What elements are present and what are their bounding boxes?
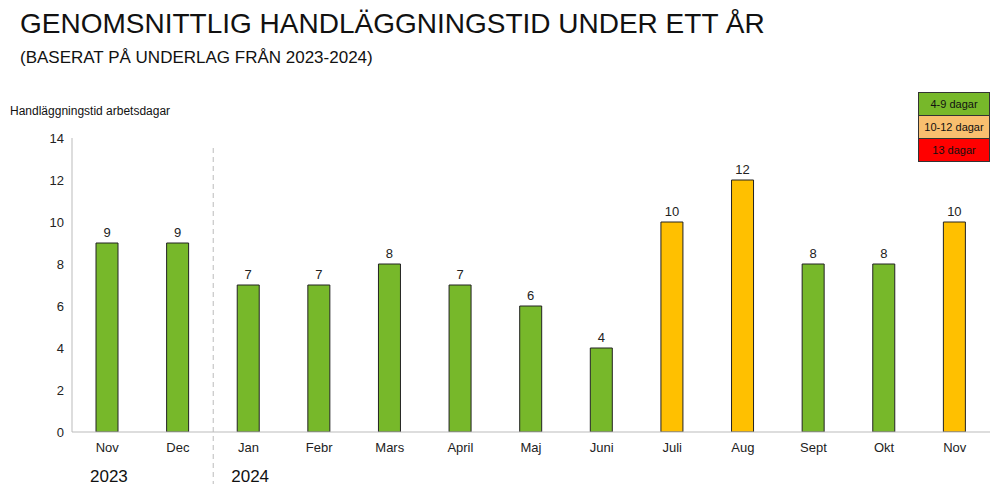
svg-text:April: April [447,440,473,455]
svg-text:14: 14 [50,131,64,146]
svg-text:Nov: Nov [943,440,967,455]
svg-text:Okt: Okt [874,440,895,455]
svg-text:12: 12 [50,173,64,188]
svg-text:Sept: Sept [800,440,827,455]
svg-text:Aug: Aug [731,440,754,455]
svg-text:8: 8 [810,246,817,261]
svg-text:10: 10 [50,215,64,230]
svg-text:7: 7 [315,267,322,282]
svg-text:Juli: Juli [662,440,682,455]
svg-text:6: 6 [57,299,64,314]
html-text:GENOMSNITTLIG HANDLÄGGNINGSTID: GENOMSNITTLIG HANDLÄGGNINGSTID UNDER ETT… [20,8,765,39]
svg-text:Juni: Juni [590,440,614,455]
html-text:Handläggningstid arbetsdagar: Handläggningstid arbetsdagar [10,104,171,118]
svg-text:12: 12 [735,162,749,177]
html-text:4-9 dagar: 4-9 dagar [930,98,978,110]
svg-text:Jan: Jan [238,440,259,455]
svg-text:7: 7 [456,267,463,282]
html-text:(BASERAT PÅ UNDERLAG FRÅN 2023: (BASERAT PÅ UNDERLAG FRÅN 2023-2024) [20,48,373,67]
svg-text:9: 9 [174,225,181,240]
svg-text:Dec: Dec [166,440,190,455]
svg-text:8: 8 [386,246,393,261]
html-text:10-12 dagar: 10-12 dagar [924,121,984,133]
html-text:13 dagar: 13 dagar [932,144,976,156]
svg-text:Mars: Mars [375,440,404,455]
svg-text:4: 4 [598,330,605,345]
svg-text:6: 6 [527,288,534,303]
svg-text:Nov: Nov [96,440,120,455]
svg-text:2023: 2023 [90,467,128,486]
svg-text:2024: 2024 [231,467,269,486]
svg-text:8: 8 [57,257,64,272]
svg-text:7: 7 [245,267,252,282]
svg-text:8: 8 [880,246,887,261]
svg-text:9: 9 [103,225,110,240]
svg-text:10: 10 [665,204,679,219]
svg-text:4: 4 [57,341,64,356]
svg-text:0: 0 [57,425,64,440]
svg-text:10: 10 [947,204,961,219]
svg-text:Maj: Maj [521,440,542,455]
svg-text:2: 2 [57,383,64,398]
svg-text:Febr: Febr [306,440,333,455]
